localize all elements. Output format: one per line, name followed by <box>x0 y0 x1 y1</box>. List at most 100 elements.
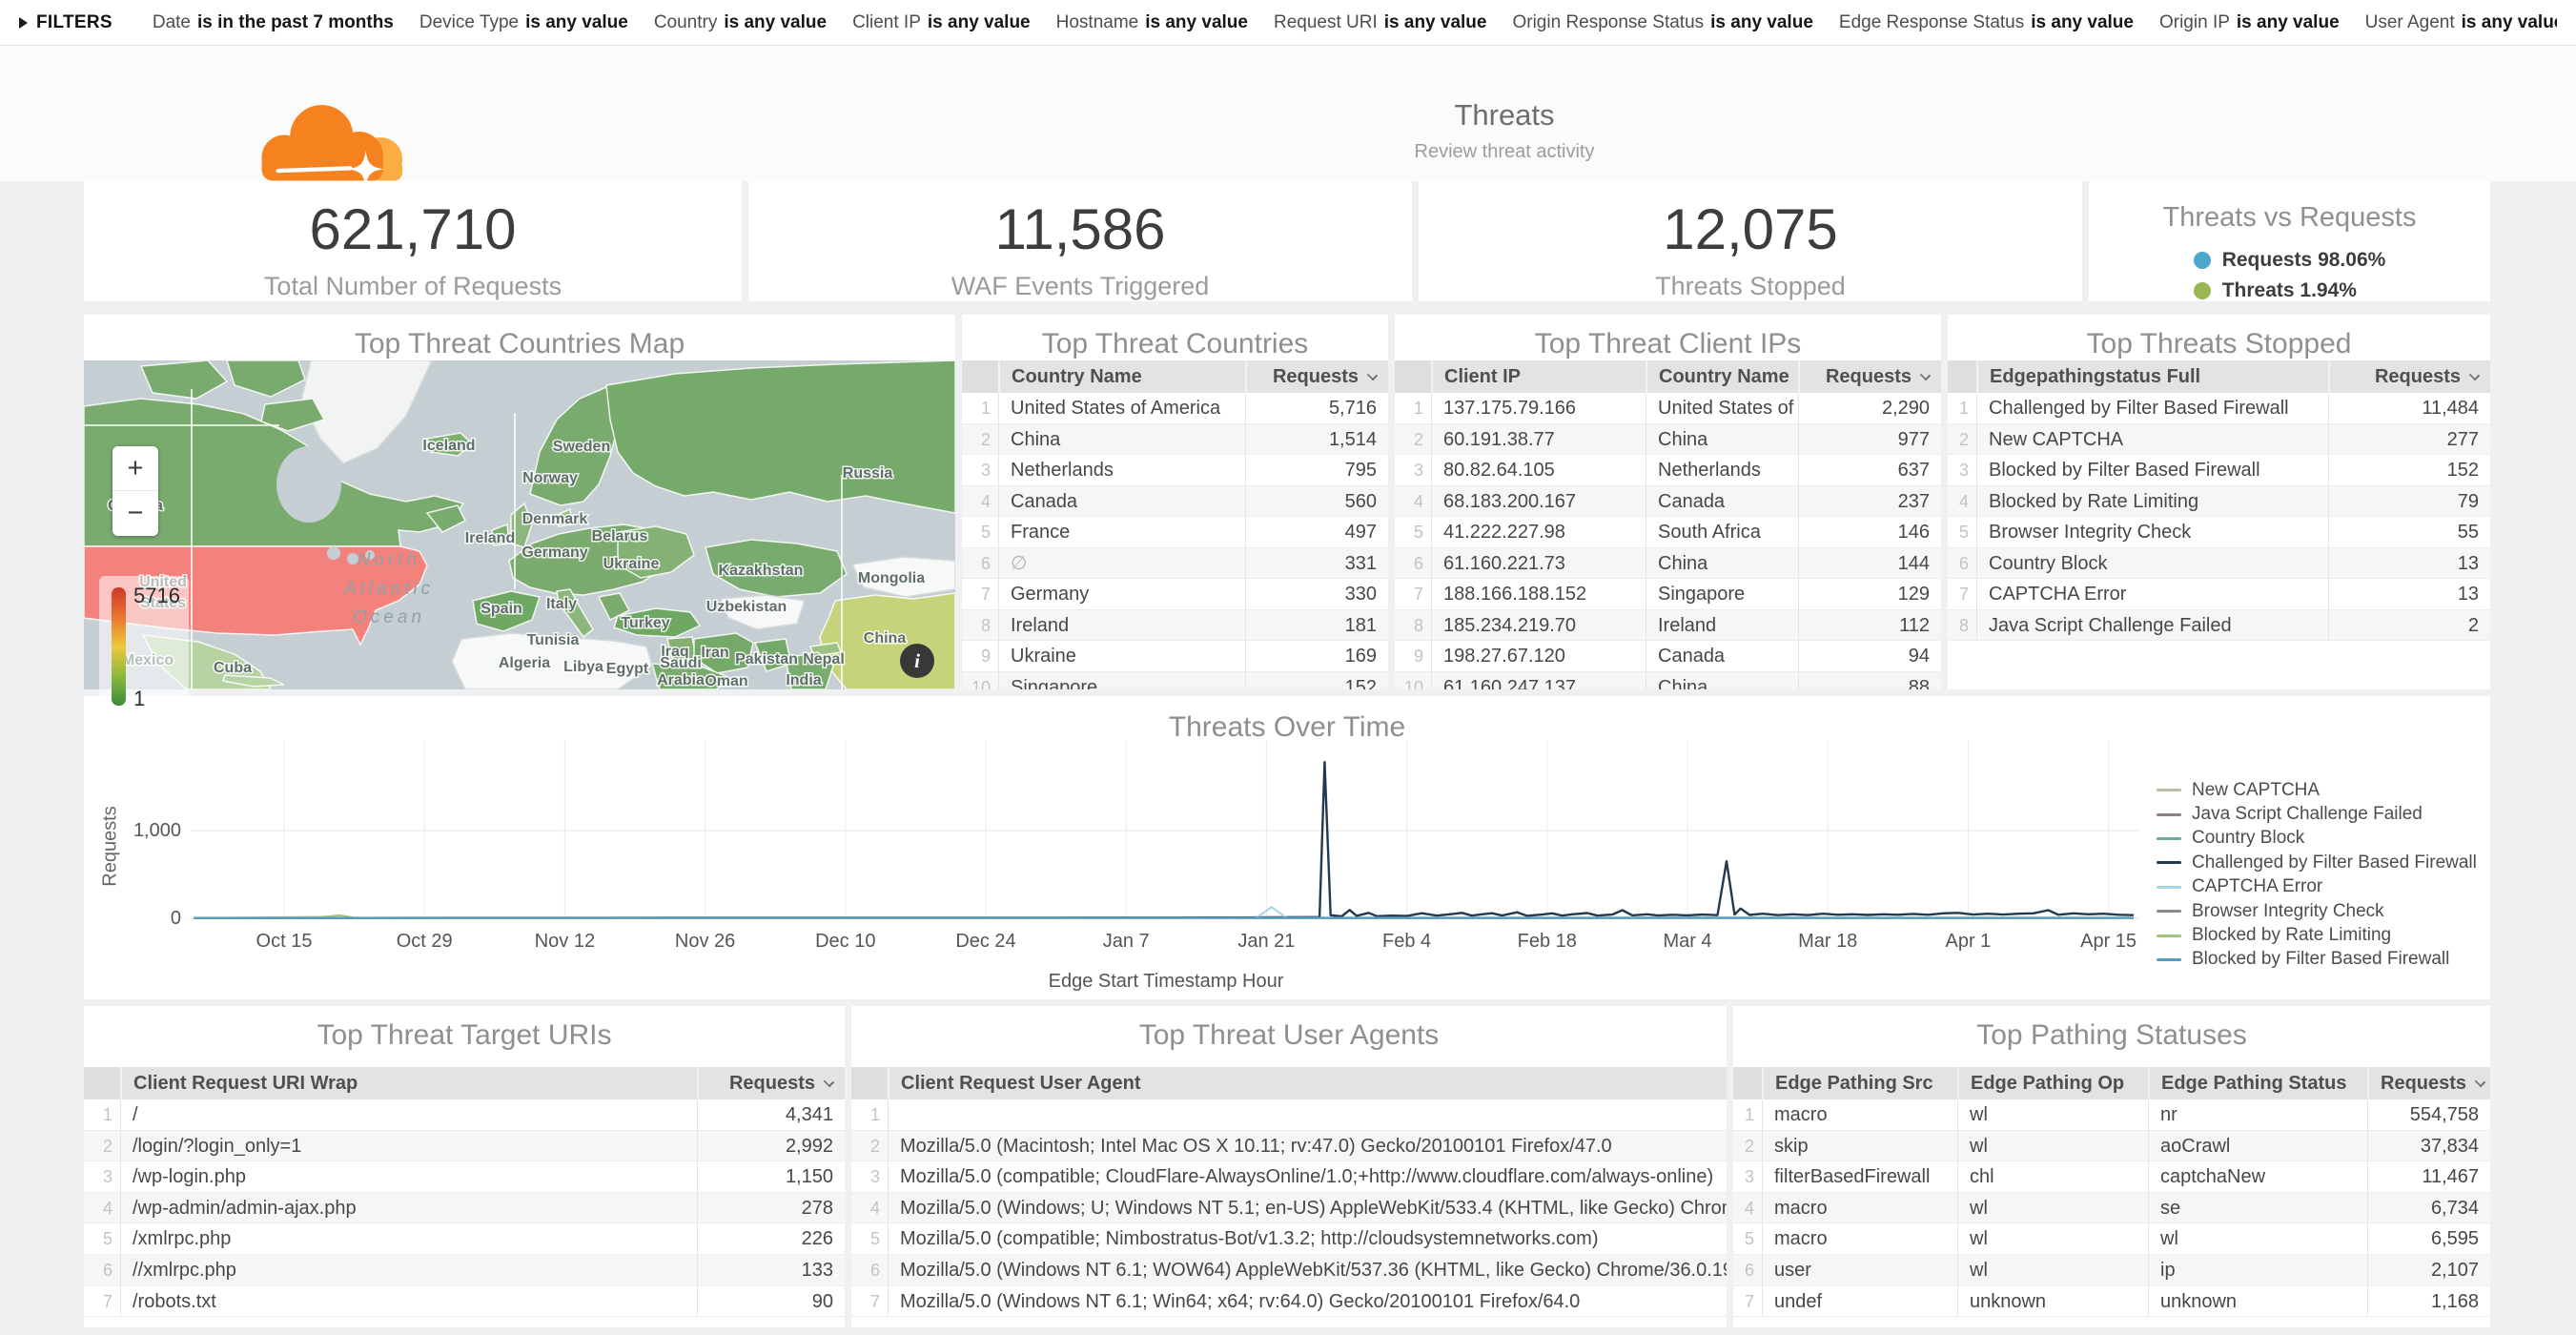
table-row[interactable]: 6 user wl ip 2,107 <box>1733 1254 2490 1286</box>
table-row[interactable]: 6 61.160.221.73 China 144 <box>1395 547 1941 579</box>
column-header[interactable]: Edgepathingstatus Full <box>1976 360 2328 393</box>
filter-item[interactable]: User Agent is any value <box>2365 12 2557 33</box>
table-body: 1 macro wl nr 554,758 2 skip wl aoCrawl 37,834 3 fi… <box>1733 1099 2490 1318</box>
table-row[interactable]: 1 <box>851 1099 1727 1131</box>
table-row[interactable]: 6 //xmlrpc.php 133 <box>84 1254 845 1286</box>
map-info-button[interactable]: i <box>900 644 934 678</box>
threats-over-time-chart[interactable] <box>84 696 2490 999</box>
filters-toggle[interactable]: FILTERS <box>19 12 112 33</box>
chart-legend-item[interactable]: New CAPTCHA <box>2157 778 2477 802</box>
filter-item[interactable]: Date is in the past 7 months <box>153 12 394 33</box>
table-row[interactable]: 4 Blocked by Rate Limiting 79 <box>1948 485 2490 517</box>
column-header[interactable]: Requests <box>2367 1067 2490 1099</box>
column-header[interactable]: Edge Pathing Status <box>2148 1067 2367 1099</box>
table-row[interactable]: 4 Mozilla/5.0 (Windows; U; Windows NT 5.1… <box>851 1192 1727 1224</box>
legend-line-swatch <box>2157 789 2181 792</box>
table-row[interactable]: 3 Blocked by Filter Based Firewall 152 <box>1948 455 2490 486</box>
column-header[interactable]: Requests <box>1245 360 1388 393</box>
table-row[interactable]: 1 /4,341 <box>84 1099 845 1131</box>
table-row[interactable]: 1 macro wl nr 554,758 <box>1733 1099 2490 1131</box>
table-row[interactable]: 2/login/?login_only=1 2,992 <box>84 1130 845 1162</box>
chart-legend-item[interactable]: Browser Integrity Check <box>2157 899 2477 923</box>
top-pathing-statuses-table: Edge Pathing Src Edge Pathing Op Edge Path… <box>1733 1067 2490 1327</box>
column-header[interactable]: Edge Pathing Src <box>1762 1067 1957 1099</box>
table-row[interactable]: 2 China 1,514 <box>962 423 1388 455</box>
kpi-label: Total Number of Requests <box>263 272 562 300</box>
table-row[interactable]: 1 United States of America 5,716 <box>962 393 1388 424</box>
table-row[interactable]: 3 Mozilla/5.0 (compatible; CloudFlare-Alw… <box>851 1161 1727 1193</box>
map-zoom-out-button[interactable]: − <box>112 491 158 536</box>
chart-legend-item[interactable]: Challenged by Filter Based Firewall <box>2157 851 2477 874</box>
table-row[interactable]: 3/wp-login.php 1,150 <box>84 1161 845 1193</box>
chart-legend-item[interactable]: Blocked by Filter Based Firewall <box>2157 948 2477 972</box>
column-header[interactable]: Requests <box>2328 360 2490 393</box>
table-row[interactable]: 9 Ukraine 169 <box>962 641 1388 672</box>
table-row[interactable]: 6 ∅ 331 <box>962 547 1388 579</box>
table-row[interactable]: 3 Netherlands 795 <box>962 455 1388 486</box>
filter-item[interactable]: Origin Response Status is any value <box>1512 12 1812 33</box>
column-header[interactable]: Requests <box>697 1067 845 1099</box>
map-zoom-in-button[interactable]: + <box>112 446 158 491</box>
table-cell: 554,758 <box>2367 1099 2490 1130</box>
table-row[interactable]: 8 Java Script Challenge Failed 2 <box>1948 609 2490 641</box>
table-row[interactable]: 5 France 497 <box>962 517 1388 548</box>
table-row[interactable]: 5 Mozilla/5.0 (compatible; Nimbostratus-B… <box>851 1223 1727 1255</box>
table-row[interactable]: 4/wp-admin/admin-ajax.php 278 <box>84 1192 845 1224</box>
row-rank: 7 <box>1744 1291 1754 1311</box>
table-row[interactable]: 7 CAPTCHA Error 13 <box>1948 579 2490 610</box>
table-row[interactable]: 5 macro wl wl 6,595 <box>1733 1223 2490 1255</box>
column-header[interactable]: Requests <box>1798 360 1941 393</box>
table-row[interactable]: 7 undef unknown unknown 1,168 <box>1733 1285 2490 1318</box>
table-row[interactable]: 10 Singapore 152 <box>962 671 1388 690</box>
column-header[interactable]: Country Name <box>1646 360 1798 393</box>
filter-item[interactable]: Country is any value <box>654 12 827 33</box>
table-row[interactable]: 9 198.27.67.120 Canada 94 <box>1395 641 1941 672</box>
table-row[interactable]: 7 Mozilla/5.0 (Windows NT 6.1; Win64; x64… <box>851 1285 1727 1318</box>
filter-item[interactable]: Hostname is any value <box>1056 12 1248 33</box>
table-row[interactable]: 1 Challenged by Filter Based Firewall 11,4… <box>1948 393 2490 424</box>
filter-item[interactable]: Request URI is any value <box>1274 12 1487 33</box>
table-row[interactable]: 5 Browser Integrity Check 55 <box>1948 517 2490 548</box>
table-cell: ∅ <box>998 547 1245 578</box>
filter-item[interactable]: Device Type is any value <box>419 12 628 33</box>
table-row[interactable]: 2 Mozilla/5.0 (Macintosh; Intel Mac OS X … <box>851 1130 1727 1162</box>
table-row[interactable]: 8 185.234.219.70 Ireland 112 <box>1395 609 1941 641</box>
table-row[interactable]: 7 Germany 330 <box>962 579 1388 610</box>
table-row[interactable]: 6 Mozilla/5.0 (Windows NT 6.1; WOW64) App… <box>851 1254 1727 1286</box>
filter-item[interactable]: Client IP is any value <box>852 12 1031 33</box>
chart-legend-item[interactable]: CAPTCHA Error <box>2157 875 2477 899</box>
x-tick-label: Dec 10 <box>815 931 876 952</box>
chart-legend-item[interactable]: Blocked by Rate Limiting <box>2157 923 2477 947</box>
table-row[interactable]: 2 skip wl aoCrawl 37,834 <box>1733 1130 2490 1162</box>
table-row[interactable]: 3 filterBasedFirewall chl captchaNew 11,467 <box>1733 1161 2490 1193</box>
table-cell: 169 <box>1245 641 1388 671</box>
table-row[interactable]: 10 61.160.247.137 China 88 <box>1395 671 1941 689</box>
filter-item[interactable]: Origin IP is any value <box>2159 12 2340 33</box>
table-row[interactable]: 2 New CAPTCHA 277 <box>1948 423 2490 455</box>
table-row[interactable]: 8 Ireland 181 <box>962 609 1388 641</box>
row-rank: 10 <box>971 677 991 690</box>
table-row[interactable]: 5 41.222.227.98 South Africa 146 <box>1395 517 1941 548</box>
table-row[interactable]: 7/robots.txt 90 <box>84 1285 845 1318</box>
table-row[interactable]: 4 macro wl se 6,734 <box>1733 1192 2490 1224</box>
table-cell: Ireland <box>998 609 1245 640</box>
table-row[interactable]: 6 Country Block 13 <box>1948 547 2490 579</box>
table-row[interactable]: 5/xmlrpc.php 226 <box>84 1223 845 1255</box>
row-rank: 3 <box>1413 461 1423 480</box>
column-header[interactable]: Client IP <box>1431 360 1646 393</box>
table-row[interactable]: 4 Canada 560 <box>962 485 1388 517</box>
filter-item[interactable]: Edge Response Status is any value <box>1839 12 2134 33</box>
column-header[interactable]: Country Name <box>998 360 1245 393</box>
chart-legend-item[interactable]: Country Block <box>2157 827 2477 851</box>
column-header[interactable]: Client Request URI Wrap <box>120 1067 697 1099</box>
chart-legend-item[interactable]: Java Script Challenge Failed <box>2157 802 2477 826</box>
table-row[interactable]: 7 188.166.188.152 Singapore 129 <box>1395 579 1941 610</box>
table-row[interactable]: 3 80.82.64.105 Netherlands 637 <box>1395 455 1941 486</box>
table-row[interactable]: 2 60.191.38.77 China 977 <box>1395 423 1941 455</box>
column-header[interactable]: Client Request User Agent <box>888 1067 1727 1099</box>
table-row[interactable]: 4 68.183.200.167 Canada 237 <box>1395 485 1941 517</box>
column-header[interactable]: Edge Pathing Op <box>1957 1067 2148 1099</box>
table-cell: /login/?login_only=1 <box>120 1130 697 1161</box>
